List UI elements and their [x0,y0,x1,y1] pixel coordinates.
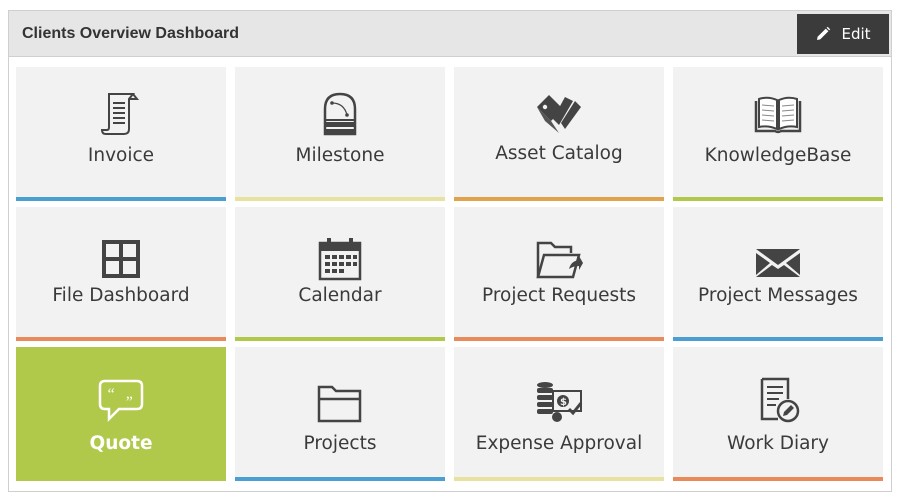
tile-label: Milestone [295,145,385,166]
tile-label: Project Requests [482,285,636,306]
tile-label: Invoice [87,145,155,166]
tile-color-bar [454,337,664,341]
grid-icon [96,237,146,283]
tile-asset-catalog[interactable]: Asset Catalog [454,67,664,201]
dashboard-panel: Clients Overview Dashboard Edit Invoice [8,10,892,492]
folder-icon [315,381,365,427]
folder-share-icon [534,237,584,283]
svg-text:$: $ [560,397,567,408]
diary-icon [753,377,803,423]
tile-color-bar [673,197,883,201]
tile-label: Work Diary [726,433,829,454]
edit-button[interactable]: Edit [797,14,889,54]
calendar-icon [315,237,365,283]
milestone-icon [315,91,365,137]
tile-label: Asset Catalog [495,143,623,164]
tile-file-dashboard[interactable]: File Dashboard [16,207,226,341]
tile-expense-approval[interactable]: $ Expense Approval [454,347,664,481]
tile-color-bar [673,337,883,341]
tile-color-bar [454,197,664,201]
quote-bubble-icon: “ ” [96,377,146,423]
book-icon [753,91,803,137]
tile-color-bar [454,477,664,481]
expense-icon: $ [534,379,584,425]
tile-label: Quote [89,433,153,454]
tile-color-bar [235,337,445,341]
tile-label: Calendar [298,285,382,306]
tile-color-bar [16,477,226,481]
pencil-icon [817,26,831,40]
tile-project-messages[interactable]: Project Messages [673,207,883,341]
tile-label: KnowledgeBase [704,145,852,166]
envelope-icon [753,239,803,285]
panel-header: Clients Overview Dashboard Edit [9,11,891,57]
tile-label: Expense Approval [475,433,643,454]
tile-label: Project Messages [698,285,858,306]
invoice-icon [96,91,146,137]
tile-label: Projects [303,433,377,454]
page-title: Clients Overview Dashboard [22,25,239,42]
tile-calendar[interactable]: Calendar [235,207,445,341]
tile-color-bar [673,477,883,481]
tile-label: File Dashboard [52,285,190,306]
tile-color-bar [235,197,445,201]
asset-catalog-icon [534,91,584,137]
tile-color-bar [16,197,226,201]
tile-knowledgebase[interactable]: KnowledgeBase [673,67,883,201]
tile-milestone[interactable]: Milestone [235,67,445,201]
tile-color-bar [16,337,226,341]
tile-project-requests[interactable]: Project Requests [454,207,664,341]
tile-work-diary[interactable]: Work Diary [673,347,883,481]
tile-invoice[interactable]: Invoice [16,67,226,201]
svg-text:”: ” [124,394,133,411]
edit-label: Edit [841,25,871,43]
svg-text:“: “ [106,386,115,403]
tile-projects[interactable]: Projects [235,347,445,481]
tile-color-bar [235,477,445,481]
tile-quote[interactable]: “ ” Quote [16,347,226,481]
